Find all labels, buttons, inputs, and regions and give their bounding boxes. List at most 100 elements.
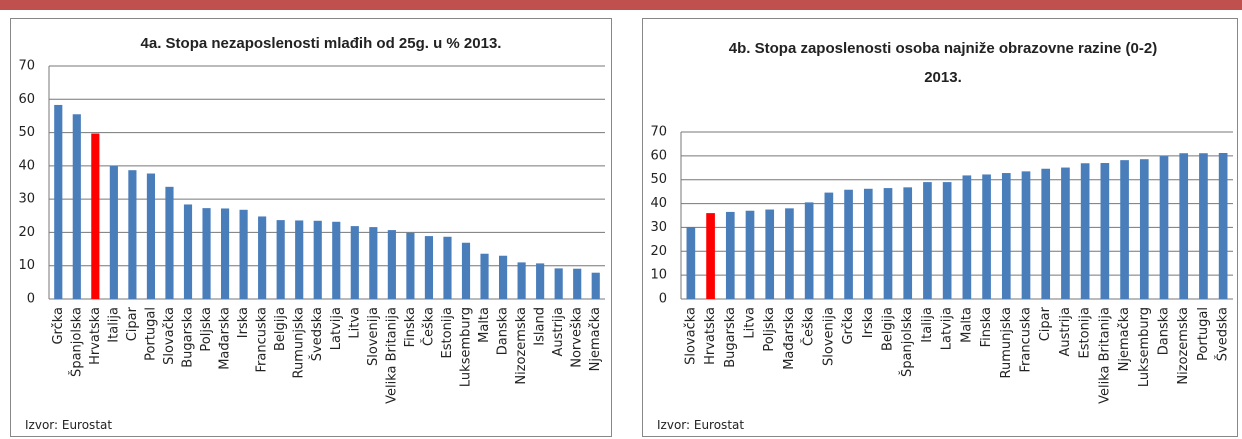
y-tick-label: 10 <box>650 268 667 283</box>
x-tick-label: Hrvatska <box>703 307 718 365</box>
x-tick-label: Hrvatska <box>88 307 103 365</box>
x-tick-label: Rumunjska <box>999 307 1014 378</box>
x-tick-label: Češka <box>801 307 817 346</box>
x-tick-label: Portugal <box>143 307 158 361</box>
source-note: Izvor: Eurostat <box>25 418 113 432</box>
bar <box>369 227 378 299</box>
bar <box>498 255 508 299</box>
bar <box>443 236 452 299</box>
bar <box>91 133 100 299</box>
x-tick-label: Slovenija <box>366 307 381 366</box>
bar <box>54 104 63 300</box>
bar <box>220 208 230 299</box>
bar <box>923 182 932 299</box>
y-tick-label: 50 <box>650 172 667 187</box>
bar <box>536 263 545 299</box>
bar <box>863 188 873 299</box>
x-tick-label: Francuska <box>255 307 270 373</box>
chart-panel: 4a. Stopa nezaposlenosti mlađih od 25g. … <box>10 18 612 437</box>
chart: 0 10 20 30 40 50 60 70 Grčka Španjolska Hrvatska It… <box>18 59 605 404</box>
x-tick-label: Švedska <box>309 307 325 361</box>
bar <box>942 182 952 299</box>
bar <box>1001 173 1011 299</box>
x-tick-label: Francuska <box>1019 307 1034 373</box>
x-tick-label: Litva <box>743 307 758 339</box>
bar <box>1041 168 1051 299</box>
y-tick-label: 30 <box>18 192 35 207</box>
bar <box>1061 167 1070 299</box>
x-tick-label: Nizozemska <box>1176 307 1191 385</box>
x-tick-label: Norveška <box>570 307 585 368</box>
x-tick-label: Bugarska <box>181 307 196 368</box>
y-tick-label: 30 <box>650 220 667 235</box>
bar <box>332 221 341 299</box>
y-tick-label: 50 <box>18 125 35 140</box>
x-tick-label: Cipar <box>1038 306 1053 341</box>
x-tick-label: Luksemburg <box>1137 307 1152 387</box>
bar <box>1021 171 1031 299</box>
x-tick-label: Latvija <box>940 307 955 350</box>
bar <box>72 114 81 299</box>
y-tick-label: 0 <box>659 292 667 307</box>
x-tick-label: Grčka <box>51 307 66 345</box>
x-tick-label: Malta <box>477 307 492 343</box>
x-tick-label: Austrija <box>551 307 566 357</box>
bar <box>982 174 991 299</box>
bar <box>1139 159 1149 299</box>
bar <box>1100 163 1110 299</box>
y-tick-label: 60 <box>18 92 35 107</box>
chart: 0 10 20 30 40 50 60 70 Slovačka Hrvatska Bugarska L… <box>650 125 1233 404</box>
bar <box>765 209 775 299</box>
x-tick-label: Španjolska <box>68 307 84 377</box>
x-tick-label: Luksemburg <box>459 307 474 387</box>
bar <box>1199 153 1208 299</box>
y-tick-label: 70 <box>18 59 35 74</box>
x-tick-label: Litva <box>347 307 362 339</box>
x-tick-label: Bugarska <box>723 307 738 368</box>
x-tick-label: Rumunjska <box>292 307 307 378</box>
bar <box>591 272 600 299</box>
chart-panel: 4b. Stopa zaposlenosti osoba najniže obr… <box>642 18 1238 437</box>
x-tick-label: Mađarska <box>782 307 797 370</box>
y-tick-label: 40 <box>18 158 35 173</box>
bar <box>1159 156 1169 299</box>
x-tick-label: Belgija <box>881 307 896 351</box>
bar <box>406 232 415 299</box>
bar <box>1080 163 1090 299</box>
x-tick-label: Austrija <box>1058 307 1073 357</box>
x-tick-label: Njemačka <box>588 307 603 371</box>
bar <box>424 236 434 299</box>
x-tick-label: Irska <box>861 307 876 338</box>
x-tick-label: Estonija <box>440 307 455 358</box>
x-tick-label: Italija <box>106 307 121 343</box>
bar <box>165 186 174 299</box>
x-tick-label: Češka <box>420 307 436 346</box>
bar <box>146 173 156 299</box>
bar <box>844 189 853 299</box>
bar <box>573 268 582 299</box>
chart-title: 4a. Stopa nezaposlenosti mlađih od 25g. … <box>140 35 502 52</box>
bar <box>785 208 794 299</box>
bar <box>128 170 137 299</box>
bar <box>239 209 248 299</box>
x-tick-label: Finska <box>979 307 994 347</box>
x-tick-label: Estonija <box>1078 307 1093 358</box>
source-note: Izvor: Eurostat <box>657 418 745 432</box>
bar <box>461 242 471 299</box>
x-tick-label: Poljska <box>762 307 777 352</box>
bar <box>276 220 285 299</box>
x-tick-label: Mađarska <box>218 307 233 370</box>
x-tick-label: Malta <box>959 307 974 343</box>
x-tick-label: Slovačka <box>683 307 698 365</box>
bar <box>202 208 211 299</box>
x-tick-label: Portugal <box>1196 307 1211 361</box>
y-tick-label: 20 <box>650 244 667 259</box>
bar <box>480 253 489 299</box>
x-tick-label: Danska <box>496 307 511 355</box>
bar <box>962 175 972 299</box>
x-tick-label: Švedska <box>1215 307 1231 361</box>
bar <box>883 188 893 299</box>
header-band <box>0 0 1242 10</box>
bar <box>1218 152 1228 299</box>
